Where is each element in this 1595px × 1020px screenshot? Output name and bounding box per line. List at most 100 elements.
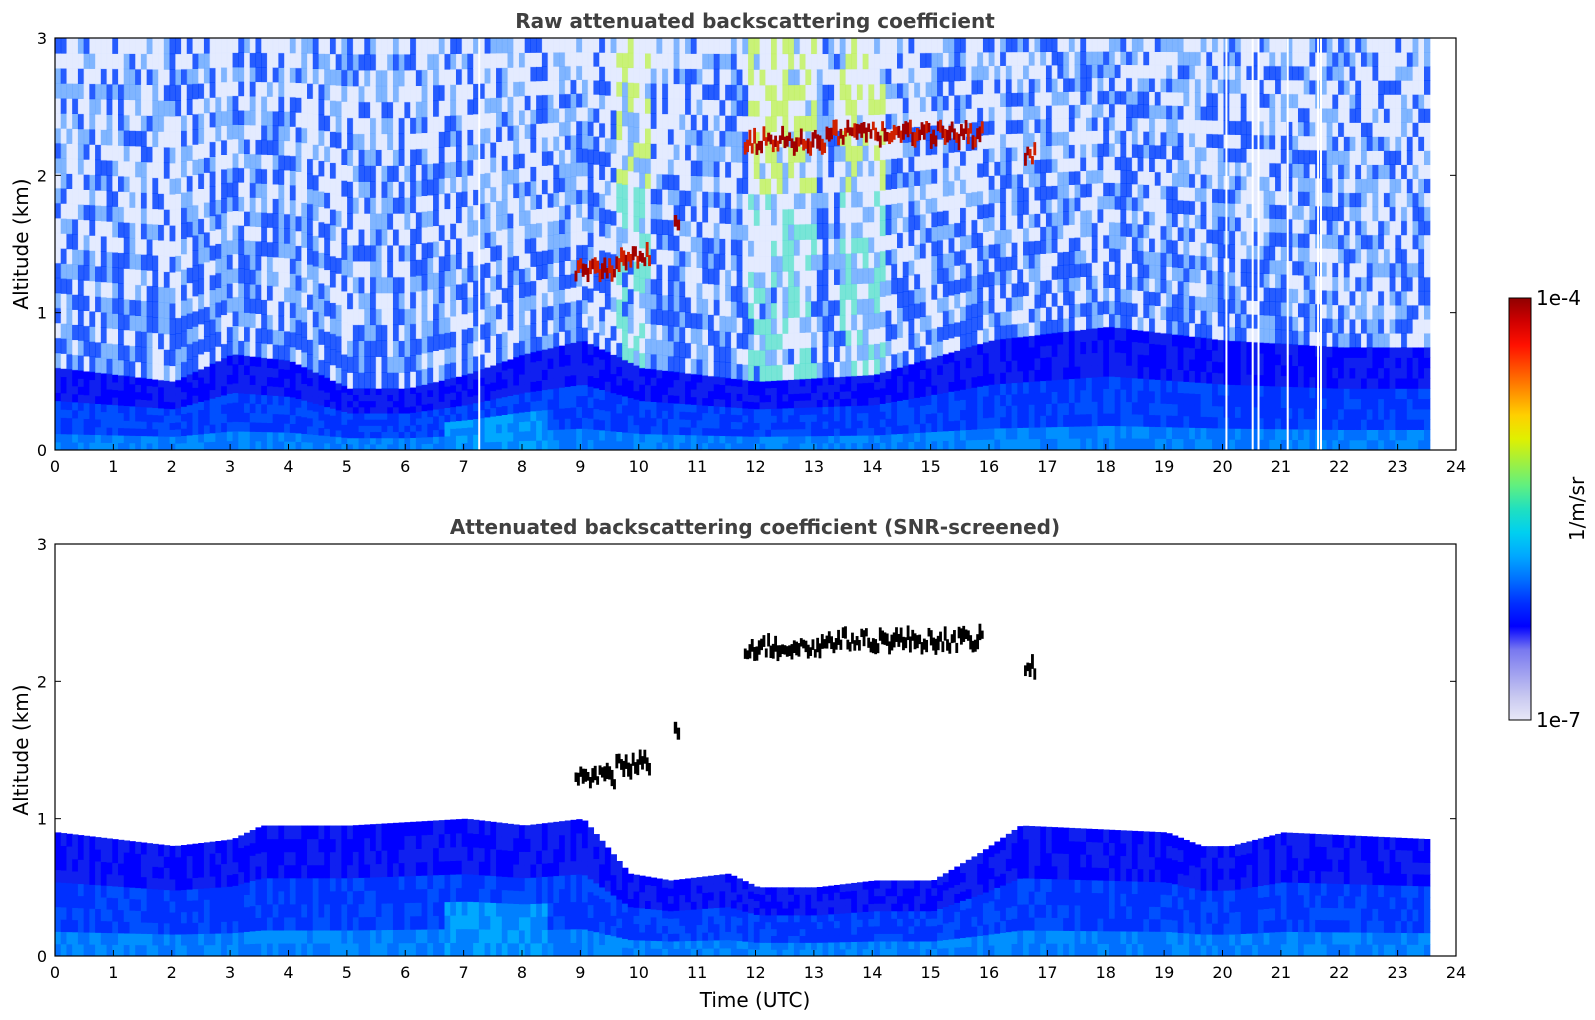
noise-cell	[937, 110, 944, 126]
backscatter-cell	[639, 417, 646, 426]
noise-cell	[839, 284, 847, 301]
noise-cell	[673, 235, 680, 251]
noise-cell	[415, 275, 423, 292]
noise-cell	[702, 83, 709, 100]
backscatter-cell	[427, 389, 434, 398]
noise-cell	[272, 300, 279, 316]
backscatter-cell	[811, 378, 818, 386]
noise-cell	[198, 308, 205, 325]
panel-raw-title: Raw attenuated backscattering coefficien…	[515, 9, 995, 33]
noise-cell	[181, 315, 188, 332]
noise-cell	[312, 205, 320, 221]
noise-cell	[433, 209, 440, 227]
noise-cell	[215, 82, 222, 98]
noise-cell	[776, 271, 784, 288]
noise-cell	[490, 82, 497, 99]
noise-cell	[146, 146, 153, 163]
backscatter-cell	[55, 417, 62, 426]
noise-cell	[656, 128, 663, 145]
noise-cell	[547, 333, 554, 349]
backscatter-cell	[255, 394, 262, 405]
noise-cell	[553, 248, 560, 263]
noise-cell	[541, 292, 549, 308]
noise-cell	[95, 174, 102, 191]
backscatter-cell	[244, 374, 251, 385]
noise-cell	[375, 260, 383, 278]
noise-cell	[937, 66, 944, 82]
noise-cell	[616, 284, 623, 300]
noise-cell	[72, 173, 79, 190]
backscatter-cell	[513, 431, 520, 442]
noise-cell	[604, 152, 612, 167]
backscatter-cell	[203, 424, 211, 434]
backscatter-cell	[95, 418, 102, 428]
noise-cell	[513, 197, 520, 213]
noise-cell	[100, 68, 108, 85]
noise-cell	[364, 197, 371, 214]
backscatter-cell	[702, 375, 709, 384]
noise-cell	[828, 192, 835, 209]
backscatter-cell	[599, 359, 606, 370]
backscatter-cell	[942, 421, 950, 432]
noise-cell	[902, 320, 910, 337]
noise-cell	[226, 211, 234, 227]
noise-cell	[444, 130, 451, 148]
noise-cell	[622, 125, 629, 141]
backscatter-cell	[301, 416, 308, 426]
backscatter-cell	[238, 383, 245, 394]
noise-cell	[490, 246, 497, 262]
noise-cell	[748, 240, 755, 257]
backscatter-cell	[295, 398, 302, 408]
noise-cell	[209, 141, 216, 157]
backscatter-cell	[66, 441, 73, 450]
backscatter-cell	[707, 375, 715, 384]
noise-cell	[937, 95, 944, 111]
noise-cell	[834, 268, 841, 285]
noise-cell	[60, 203, 68, 219]
noise-cell	[610, 282, 617, 298]
backscatter-cell	[845, 420, 852, 429]
noise-cell	[266, 52, 274, 68]
backscatter-cell	[839, 427, 847, 436]
noise-cell	[226, 95, 234, 111]
backscatter-cell	[358, 431, 365, 439]
backscatter-cell	[375, 400, 383, 408]
noise-cell	[427, 132, 434, 149]
noise-cell	[158, 208, 165, 225]
noise-cell	[507, 198, 514, 214]
noise-cell	[455, 38, 463, 54]
noise-cell	[358, 308, 365, 326]
noise-cell	[799, 270, 806, 287]
noise-cell	[536, 151, 543, 167]
noise-cell	[289, 331, 297, 348]
noise-cell	[444, 68, 451, 86]
noise-cell	[221, 67, 228, 83]
noise-cell	[255, 298, 262, 314]
noise-cell	[55, 292, 62, 309]
noise-cell	[627, 244, 635, 260]
noise-cell	[581, 65, 589, 80]
backscatter-cell	[816, 421, 824, 429]
noise-cell	[656, 188, 663, 205]
noise-cell	[387, 229, 394, 246]
backscatter-cell	[318, 374, 325, 383]
noise-cell	[478, 188, 486, 205]
noise-cell	[581, 189, 589, 204]
backscatter-cell	[215, 432, 222, 442]
noise-cell	[478, 233, 486, 250]
backscatter-cell	[673, 426, 680, 435]
noise-cell	[266, 227, 274, 243]
noise-cell	[307, 324, 314, 340]
noise-cell	[347, 324, 354, 342]
noise-cell	[587, 204, 595, 220]
noise-cell	[404, 356, 411, 373]
noise-cell	[221, 183, 228, 199]
noise-cell	[318, 328, 325, 345]
backscatter-cell	[622, 386, 629, 397]
noise-cell	[931, 67, 938, 83]
backscatter-cell	[433, 443, 440, 450]
noise-cell	[341, 85, 348, 102]
noise-cell	[581, 230, 589, 246]
noise-cell	[725, 346, 732, 363]
noise-cell	[335, 335, 343, 353]
